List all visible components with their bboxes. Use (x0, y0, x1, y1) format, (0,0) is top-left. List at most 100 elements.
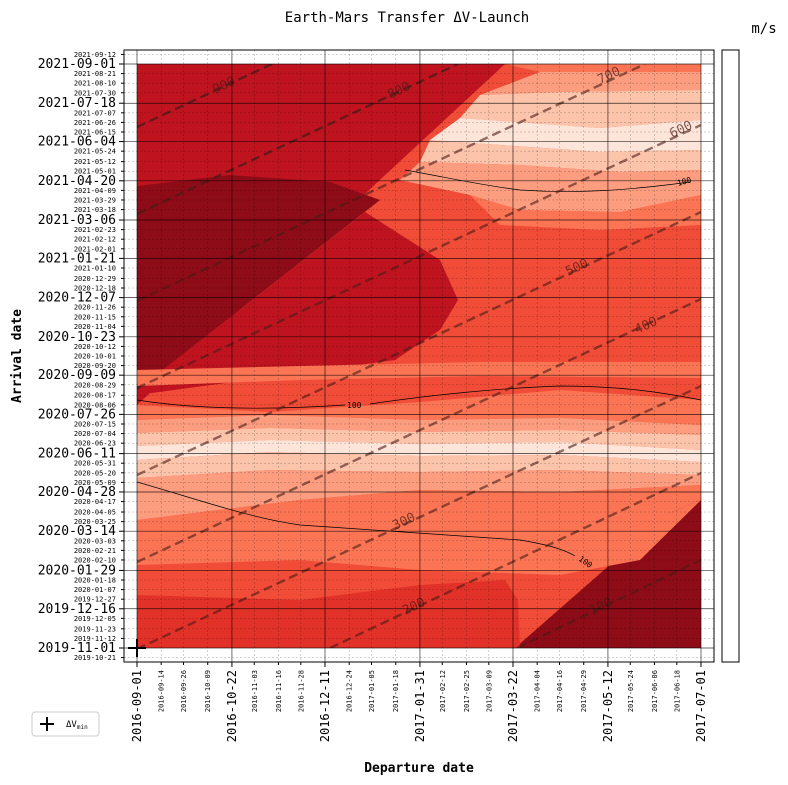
tof-line-800 (137, 64, 459, 216)
y-minor-tick-label: 2019-11-23 (74, 625, 116, 633)
y-minor-tick-label: 2020-03-03 (74, 537, 116, 545)
x-minor-tick-label: 2016-12-24 (346, 670, 354, 712)
y-minor-tick-label: 2020-12-18 (74, 285, 116, 293)
y-minor-tick-label: 2021-02-12 (74, 236, 116, 244)
dv-band-lower-left (137, 580, 520, 648)
x-axis-label: Departure date (364, 761, 474, 776)
y-minor-tick-label: 2021-02-01 (74, 245, 116, 253)
y-minor-tick-label: 2021-03-29 (74, 196, 116, 204)
x-major-tick-label: 2017-05-12 (601, 670, 615, 742)
heatmap-fill-layer (137, 64, 701, 648)
x-minor-tick-label: 2017-04-29 (580, 670, 588, 712)
dv-band-mid-e (137, 470, 701, 520)
y-minor-tick-label: 2020-08-29 (74, 381, 116, 389)
tof-line-500 (137, 210, 701, 477)
y-major-tick-label: 2019-12-16 (38, 602, 116, 617)
y-minor-tick-label: 2021-05-12 (74, 158, 116, 166)
y-minor-tick-label: 2020-10-01 (74, 353, 116, 361)
y-minor-tick-label: 2021-04-09 (74, 187, 116, 195)
x-minor-tick-label: 2016-09-14 (158, 670, 166, 712)
y-minor-tick-label: 2020-01-18 (74, 577, 116, 585)
y-major-tick-label: 2021-06-04 (38, 135, 116, 150)
tof-line-600 (137, 123, 701, 390)
tof-line-200 (329, 471, 701, 648)
x-major-tick-label: 2016-10-22 (225, 670, 239, 742)
y-major-tick-label: 2021-04-20 (38, 174, 116, 189)
x-minor-tick-label: 2017-01-18 (392, 670, 400, 712)
x-minor-tick-label: 2016-09-26 (180, 670, 188, 712)
y-minor-tick-label: 2020-02-21 (74, 547, 116, 555)
y-minor-tick-label: 2021-09-12 (74, 51, 116, 59)
dv-band-high-mid (137, 212, 458, 395)
x-minor-tick-label: 2017-06-18 (673, 670, 681, 712)
x-minor-tick-label: 2017-03-09 (485, 670, 493, 712)
y-minor-tick-label: 2020-09-20 (74, 362, 116, 370)
dv-band-top-light (430, 118, 701, 152)
y-minor-tick-label: 2020-08-06 (74, 401, 116, 409)
y-axis-label: Arrival date (10, 309, 25, 403)
dv-band-upper-stripe (137, 362, 701, 386)
dv-band-top-a (505, 64, 701, 72)
min-delta-v-marker (128, 639, 146, 657)
dv-band-lower-a (137, 485, 701, 545)
grid-lines (124, 50, 714, 662)
tof-line-300 (137, 384, 701, 648)
y-major-tick-label: 2020-10-23 (38, 330, 116, 345)
x-minor-tick-label: 2017-06-06 (651, 670, 659, 712)
y-major-tick-label: 2020-06-11 (38, 447, 116, 462)
y-major-tick-label: 2020-09-09 (38, 368, 116, 383)
tof-line-900 (137, 64, 273, 129)
x-minor-tick-label: 2017-01-05 (368, 670, 376, 712)
dv-band-mid-c (137, 428, 701, 450)
dv-band-top-e (400, 162, 701, 212)
y-major-tick-label: 2021-03-06 (38, 213, 116, 228)
y-minor-tick-label: 2021-08-21 (74, 70, 116, 78)
y-minor-tick-label: 2019-12-27 (74, 596, 116, 604)
y-minor-tick-label: 2020-07-15 (74, 420, 116, 428)
y-major-tick-label: 2021-09-01 (38, 57, 116, 72)
y-major-tick-label: 2020-01-29 (38, 563, 116, 578)
dv-band-top-c (460, 90, 701, 128)
x-minor-tick-label: 2017-02-25 (463, 670, 471, 712)
y-minor-tick-label: 2021-03-18 (74, 206, 116, 214)
y-minor-tick-label: 2021-07-30 (74, 89, 116, 97)
y-minor-tick-label: 2020-02-10 (74, 556, 116, 564)
y-minor-tick-label: 2021-06-26 (74, 119, 116, 127)
x-major-tick-label: 2017-07-01 (694, 670, 708, 742)
chart-title: Earth-Mars Transfer ΔV-Launch (285, 10, 529, 26)
x-minor-tick-label: 2017-04-16 (556, 670, 564, 712)
dv-band-max-upper-left (137, 175, 380, 390)
y-axis-ticks: 2019-11-01 2019-12-16 2020-01-29 2020-03-14… (38, 51, 124, 662)
dv-band-mid-a (137, 390, 701, 425)
y-major-tick-label: 2020-03-14 (38, 524, 116, 539)
tof-line-400 (137, 297, 701, 564)
x-minor-tick-label: 2017-05-24 (627, 670, 635, 712)
x-minor-tick-label: 2016-11-28 (297, 670, 305, 712)
y-minor-tick-label: 2021-05-24 (74, 148, 116, 156)
y-minor-tick-label: 2021-05-01 (74, 168, 116, 176)
x-major-tick-label: 2017-01-31 (413, 670, 427, 742)
colorbar-unit-label: m/s (751, 21, 776, 37)
dv-contour-label: 100 (347, 401, 362, 410)
x-major-tick-label: 2017-03-22 (506, 670, 520, 742)
dv-band-mid-d (137, 452, 701, 478)
x-minor-tick-label: 2016-11-03 (251, 670, 259, 712)
legend-label: ΔVmin (66, 720, 88, 731)
x-minor-tick-label: 2016-11-16 (275, 670, 283, 712)
dv-contour-line-lower (137, 481, 576, 557)
x-minor-tick-label: 2016-10-09 (204, 670, 212, 712)
dv-contour-line-middle (137, 385, 701, 409)
y-minor-tick-label: 2020-12-29 (74, 275, 116, 283)
dv-contour-line-upper (404, 169, 691, 192)
y-minor-tick-label: 2020-03-25 (74, 518, 116, 526)
y-minor-tick-label: 2021-08-10 (74, 80, 116, 88)
y-minor-tick-label: 2021-02-23 (74, 226, 116, 234)
dv-band-lightest (137, 440, 701, 462)
x-minor-tick-label: 2017-04-04 (534, 670, 542, 712)
y-minor-tick-label: 2019-11-12 (74, 635, 116, 643)
y-minor-tick-label: 2020-01-07 (74, 586, 116, 594)
x-major-tick-label: 2016-12-11 (318, 670, 332, 742)
y-minor-tick-label: 2020-05-20 (74, 469, 116, 477)
tof-line-100 (516, 558, 701, 648)
y-major-tick-label: 2021-01-21 (38, 251, 116, 266)
